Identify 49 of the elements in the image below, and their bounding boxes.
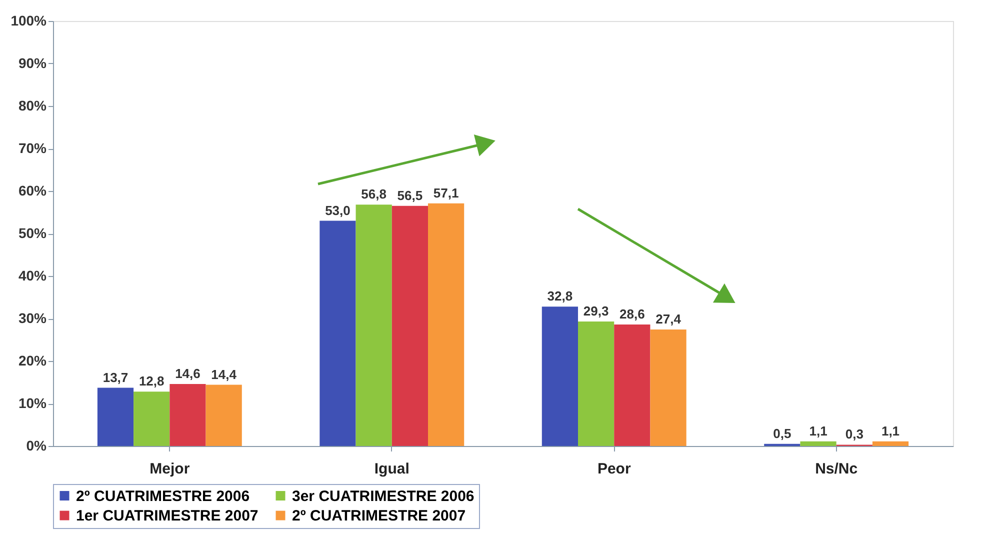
legend-label: 3er CUATRIMESTRE 2006 <box>292 488 474 505</box>
data-label: 12,8 <box>138 374 164 389</box>
data-label: 56,8 <box>361 186 386 202</box>
data-label: 14,6 <box>175 366 200 381</box>
bar <box>356 204 392 446</box>
y-tick-label: 70% <box>18 140 48 156</box>
data-label: 57,1 <box>433 185 459 200</box>
data-label: 1,1 <box>881 423 900 438</box>
y-tick-label: 60% <box>18 182 48 198</box>
bar <box>206 384 242 446</box>
legend-label: 2º CUATRIMESTRE 2006 <box>76 488 250 505</box>
x-tick-label: Ns/Nc <box>815 460 858 478</box>
data-label: 13,7 <box>102 370 128 385</box>
data-label: 0,5 <box>773 426 792 441</box>
bar <box>170 384 206 446</box>
y-tick-label: 80% <box>18 98 48 114</box>
bar <box>614 324 650 446</box>
data-label: 56,5 <box>397 188 423 203</box>
bar <box>872 441 909 446</box>
data-label: 14,4 <box>211 366 238 382</box>
y-tick-label: 100% <box>10 12 48 28</box>
data-label: 29,3 <box>583 303 609 318</box>
bar <box>578 321 614 446</box>
bar <box>134 392 170 446</box>
y-tick-label: 50% <box>18 225 48 241</box>
y-tick-label: 0% <box>26 438 48 454</box>
bar <box>97 388 134 446</box>
bar <box>392 206 428 446</box>
x-tick-label: Igual <box>374 460 410 478</box>
legend-label: 1er CUATRIMESTRE 2007 <box>76 508 258 524</box>
bar <box>650 330 686 446</box>
bar <box>428 203 464 446</box>
y-tick-label: 10% <box>18 395 48 411</box>
bar <box>320 220 356 446</box>
bar <box>800 441 836 446</box>
data-label: 1,1 <box>809 423 828 438</box>
x-tick-label: Peor <box>597 460 631 478</box>
data-label: 53,0 <box>325 202 350 218</box>
y-tick-label: 40% <box>18 268 48 284</box>
data-label: 27,4 <box>656 312 682 327</box>
x-tick-label: Mejor <box>150 460 190 478</box>
y-tick-label: 20% <box>18 352 48 368</box>
y-tick-label: 30% <box>18 310 48 326</box>
data-label: 32,8 <box>547 288 573 304</box>
y-tick-label: 90% <box>18 55 48 71</box>
data-label: 28,6 <box>620 306 645 322</box>
bar <box>542 306 578 446</box>
legend-label: 2º CUATRIMESTRE 2007 <box>292 508 466 524</box>
data-label: 0,3 <box>845 426 864 442</box>
